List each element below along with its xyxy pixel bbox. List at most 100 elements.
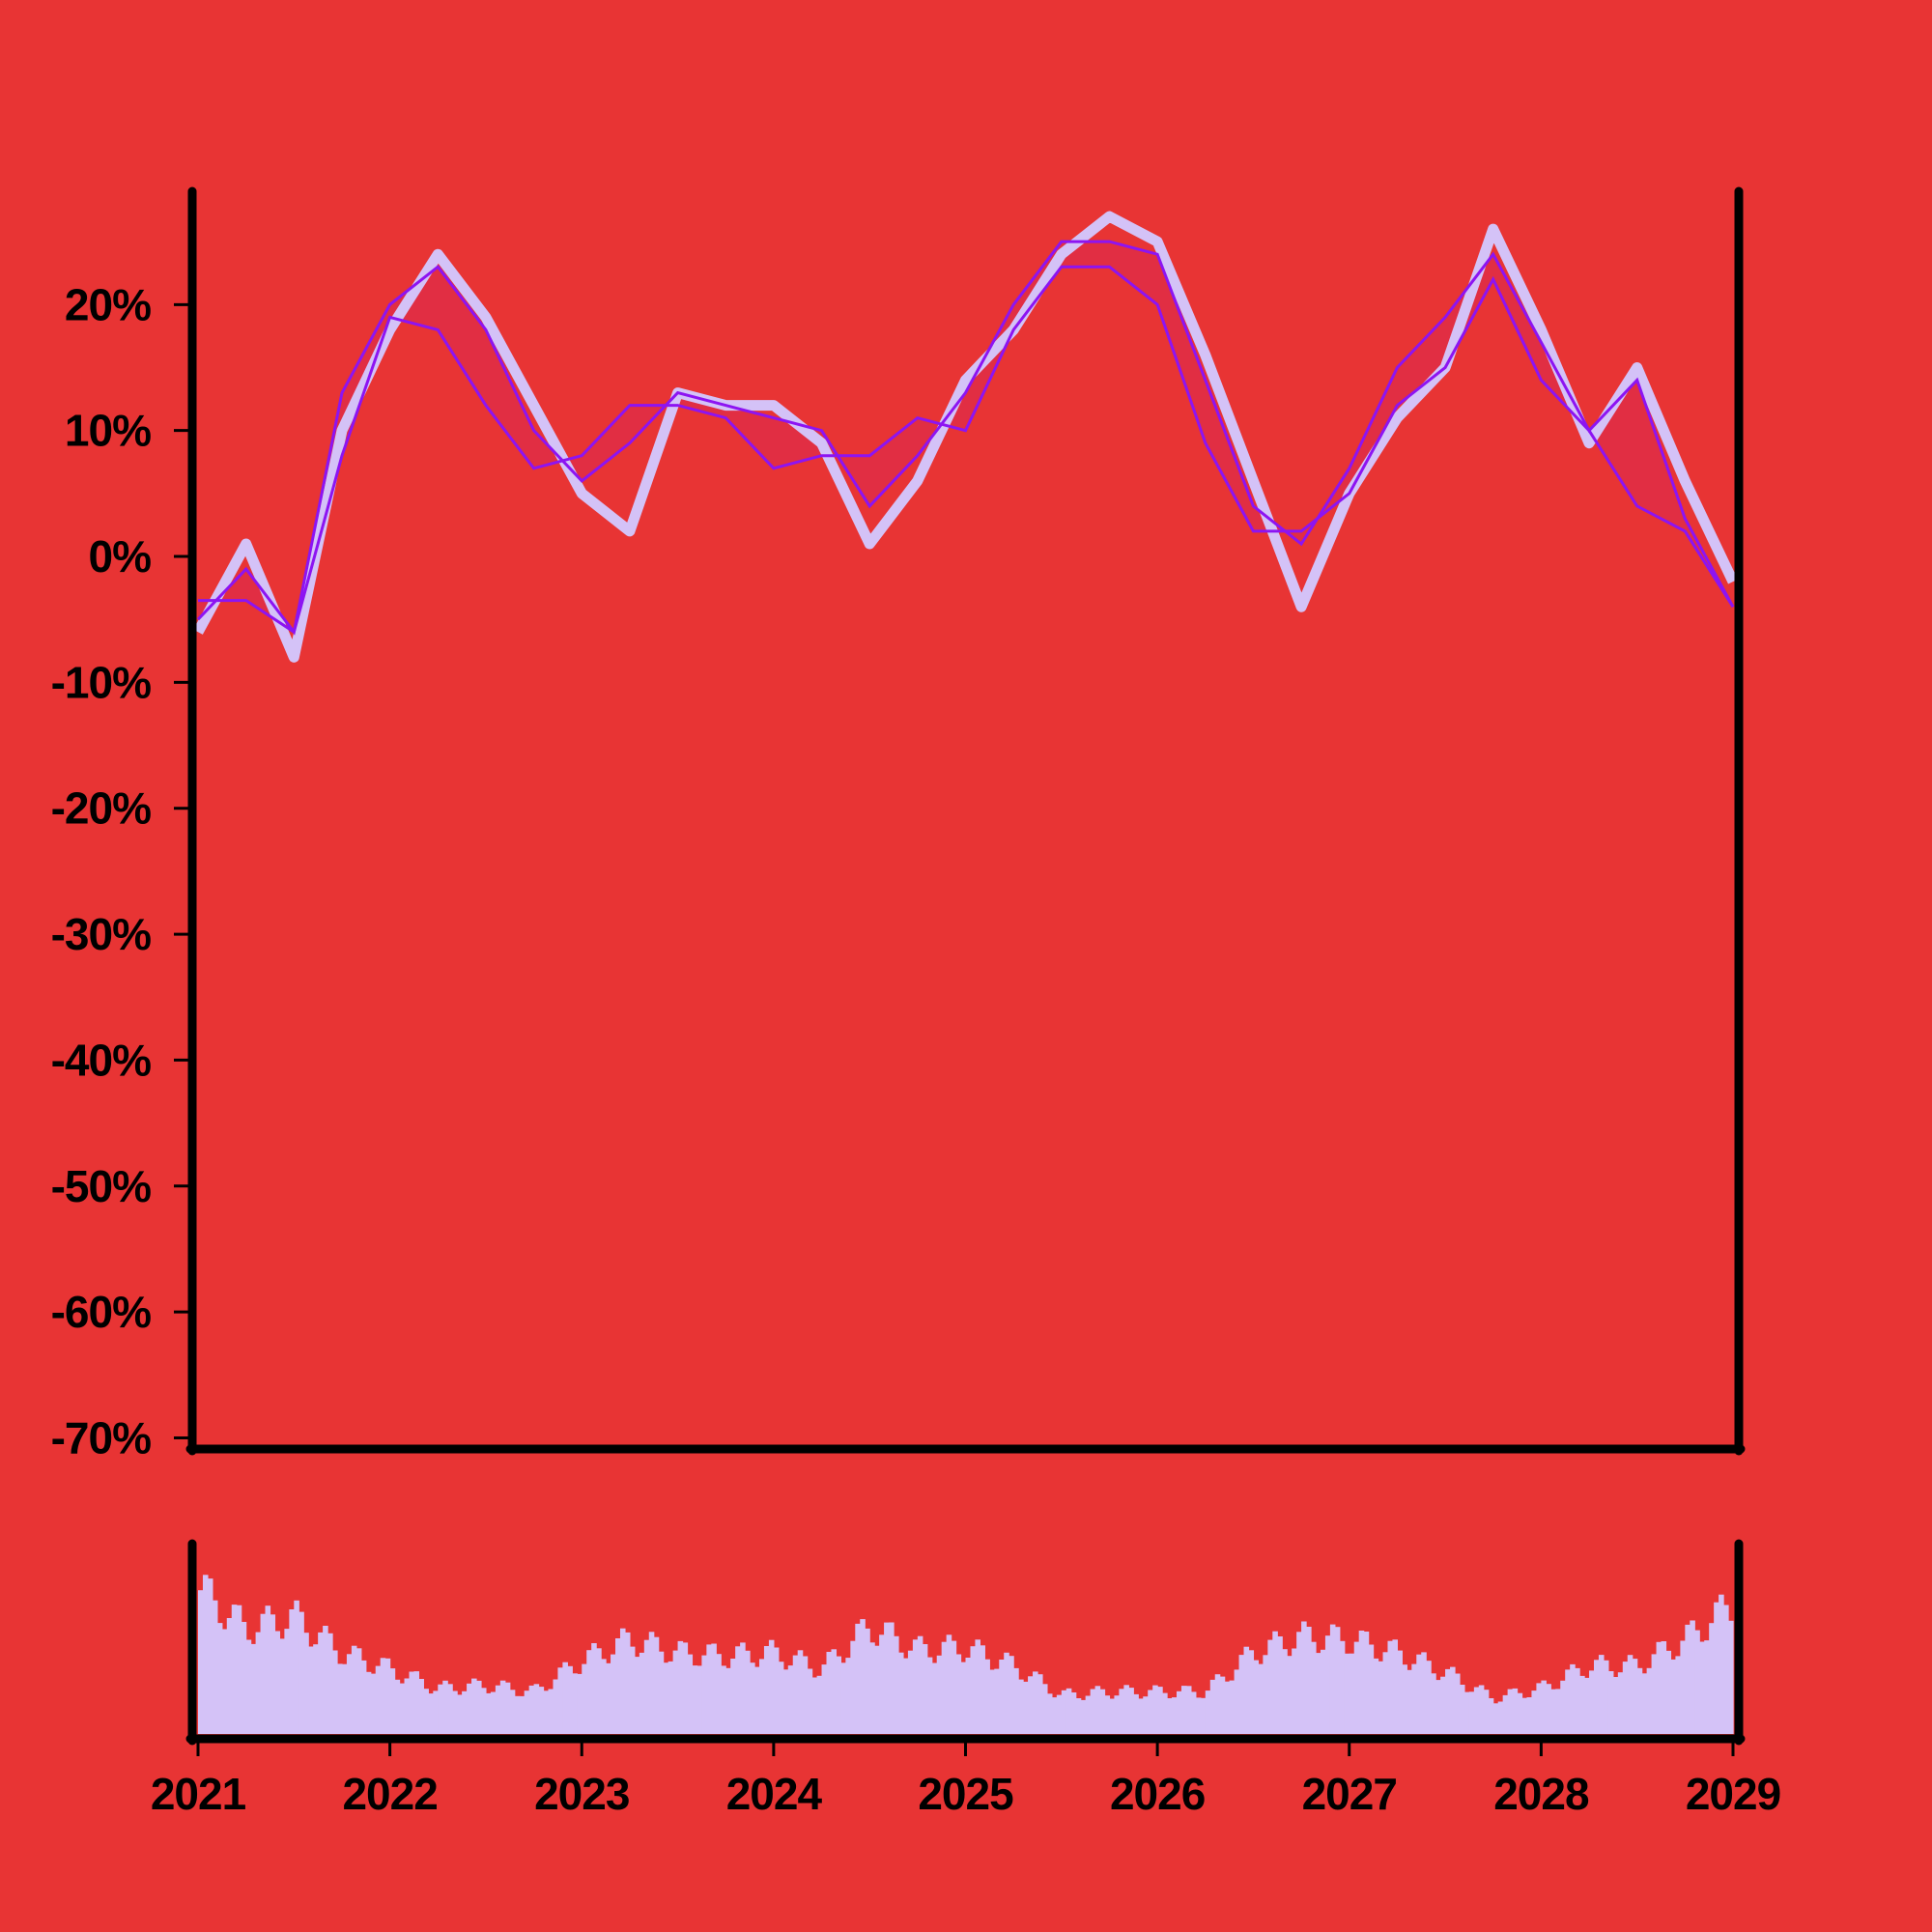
volume-bar <box>404 1678 411 1734</box>
volume-bar <box>1555 1689 1561 1734</box>
volume-bar <box>615 1638 621 1734</box>
volume-bar <box>1214 1674 1221 1734</box>
volume-bar <box>1123 1685 1129 1734</box>
volume-bar <box>207 1578 213 1734</box>
volume-bar <box>380 1658 386 1734</box>
volume-bar <box>884 1622 890 1734</box>
volume-bar <box>763 1646 770 1734</box>
volume-bar <box>553 1679 559 1734</box>
volume-bar <box>1478 1685 1485 1734</box>
volume-bar <box>1661 1641 1667 1734</box>
volume-bar <box>1324 1635 1331 1734</box>
volume-bar <box>1157 1687 1163 1734</box>
volume-bar <box>1109 1698 1116 1734</box>
volume-bar <box>1085 1695 1092 1734</box>
volume-bar <box>946 1634 952 1734</box>
volume-bar <box>994 1668 1000 1734</box>
volume-bar <box>1037 1674 1043 1734</box>
volume-bar <box>1598 1655 1605 1734</box>
volume-bar <box>980 1645 985 1734</box>
volume-bar <box>241 1622 247 1734</box>
volume-bar <box>495 1685 501 1734</box>
volume-bar <box>975 1639 980 1734</box>
volume-bar <box>1209 1679 1216 1734</box>
x-tick-label: 2028 <box>1493 1769 1589 1819</box>
volume-bar <box>879 1634 885 1734</box>
volume-bar <box>787 1665 794 1734</box>
volume-panel: 2021 2022 2023 2024 2025 2026 2027 2028 2029 <box>151 1539 1781 1819</box>
volume-bar <box>1675 1656 1681 1734</box>
volume-bar <box>274 1631 281 1734</box>
x-tick-label: 2024 <box>726 1769 823 1819</box>
volume-bar <box>337 1663 343 1734</box>
volume-bar <box>1607 1671 1614 1734</box>
volume-bar <box>672 1650 679 1734</box>
volume-bar <box>606 1662 611 1734</box>
volume-bar <box>965 1658 972 1734</box>
volume-bar <box>1075 1698 1082 1734</box>
volume-bar <box>1665 1650 1672 1734</box>
volume-bar <box>370 1673 377 1734</box>
volume-bar <box>413 1671 420 1734</box>
volume-bar <box>936 1655 943 1734</box>
volume-bar <box>1009 1656 1014 1734</box>
volume-bar <box>1090 1689 1096 1734</box>
volume-bar <box>327 1633 333 1734</box>
volume-bar <box>1517 1692 1523 1734</box>
volume-bar <box>490 1691 497 1734</box>
volume-bar <box>452 1690 458 1734</box>
volume-bar <box>548 1689 554 1734</box>
volume-bar <box>850 1640 856 1734</box>
volume-bar <box>955 1654 962 1734</box>
volume-bar <box>1334 1627 1341 1734</box>
volume-bar <box>984 1659 990 1734</box>
volume-bar <box>375 1665 382 1734</box>
y-axis-ticks: 20% 10% 0% -10% -20% -30% -40% -50% -60% -70% <box>51 279 192 1463</box>
volume-bar <box>1454 1673 1461 1734</box>
volume-bar <box>1387 1640 1394 1734</box>
volume-bar <box>1378 1661 1384 1734</box>
volume-bar <box>1382 1652 1389 1734</box>
volume-bar <box>519 1695 526 1734</box>
volume-bar <box>341 1663 348 1734</box>
volume-bar <box>1128 1688 1134 1734</box>
volume-bar <box>1641 1673 1648 1734</box>
volume-bar <box>619 1628 626 1734</box>
x-tick-label: 2027 <box>1302 1769 1397 1819</box>
volume-bar <box>360 1660 367 1734</box>
volume-bar <box>346 1654 353 1734</box>
volume-bar <box>1685 1624 1690 1734</box>
volume-bar <box>260 1613 267 1734</box>
volume-bar <box>816 1675 823 1734</box>
volume-bar <box>533 1684 540 1734</box>
volume-bar <box>313 1644 319 1734</box>
volume-bar <box>1267 1639 1273 1734</box>
volume-bar <box>1435 1680 1441 1734</box>
volume-bar <box>1311 1641 1317 1734</box>
volume-bar <box>543 1690 550 1734</box>
volume-bar <box>860 1619 866 1734</box>
volume-bar <box>528 1685 535 1734</box>
volume-bar <box>1512 1688 1519 1734</box>
volume-bar <box>572 1673 578 1734</box>
y-tick-label: -30% <box>51 909 151 959</box>
volume-bar <box>447 1684 453 1734</box>
volume-bar <box>462 1690 468 1734</box>
volume-bar <box>1536 1683 1542 1734</box>
volume-bar <box>582 1663 587 1734</box>
volume-bar <box>1416 1654 1422 1734</box>
volume-bar <box>1459 1685 1465 1734</box>
volume-bar <box>1046 1693 1053 1734</box>
volume-bar <box>1488 1698 1494 1734</box>
volume-bar <box>802 1656 809 1734</box>
volume-bar <box>778 1662 784 1734</box>
volume-bar <box>1018 1679 1024 1734</box>
volume-bar <box>821 1664 828 1734</box>
volume-bar <box>1445 1668 1451 1734</box>
volume-bar <box>1329 1624 1336 1734</box>
volume-bar <box>308 1646 314 1734</box>
volume-bar <box>1704 1640 1710 1734</box>
x-tick-label: 2022 <box>342 1769 437 1819</box>
volume-bar <box>687 1654 694 1734</box>
volume-bar <box>1411 1663 1417 1734</box>
